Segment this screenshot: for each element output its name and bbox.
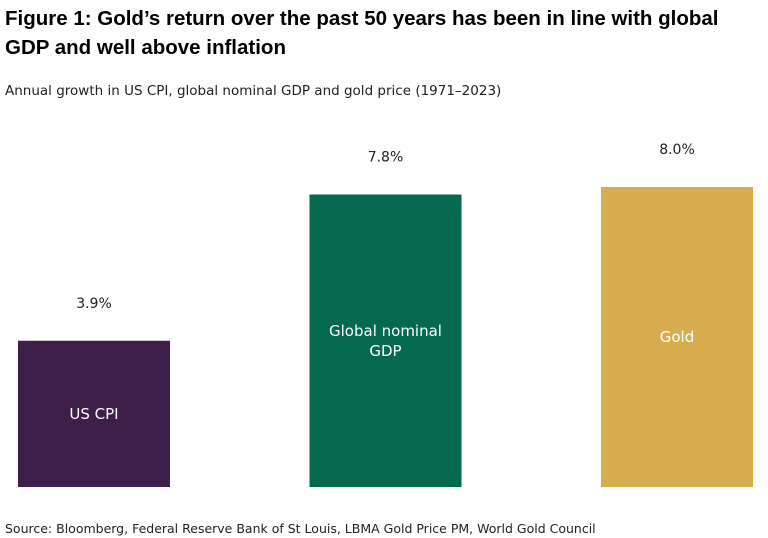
source-note: Source: Bloomberg, Federal Reserve Bank …: [5, 521, 596, 536]
category-label-2: Gold: [660, 328, 695, 346]
value-label-2: 8.0%: [659, 142, 695, 158]
category-label-line: Global nominal: [329, 322, 442, 340]
value-label-1: 7.8%: [368, 150, 404, 166]
category-label-line: GDP: [369, 342, 401, 360]
value-label-0: 3.9%: [76, 296, 112, 312]
chart-subtitle: Annual growth in US CPI, global nominal …: [5, 83, 502, 99]
category-label-line: Gold: [660, 328, 695, 346]
category-label-line: US CPI: [69, 405, 118, 423]
bar-2: [601, 187, 753, 487]
category-label-0: US CPI: [69, 405, 118, 423]
chart-title: Figure 1: Gold’s return over the past 50…: [5, 7, 719, 59]
category-label-1: Global nominal GDP: [329, 322, 442, 360]
bar-0: [18, 340, 170, 487]
bar-1: [309, 194, 462, 487]
bars-layer: 3.9% US CPI 7.8% Global nominal GDP 8.0% Gold: [18, 142, 753, 487]
